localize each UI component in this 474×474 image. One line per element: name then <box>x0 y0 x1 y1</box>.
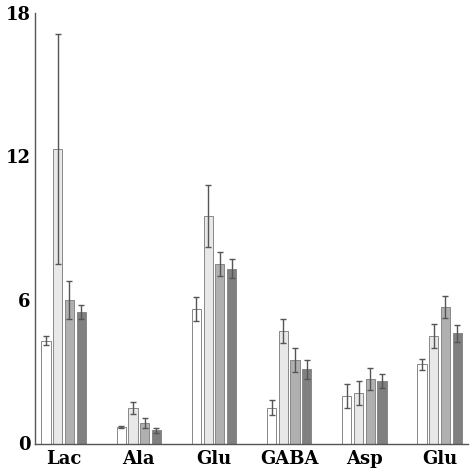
Bar <box>342 396 351 444</box>
Bar <box>140 423 149 444</box>
Bar <box>192 310 201 444</box>
Bar <box>365 379 375 444</box>
Bar <box>215 264 224 444</box>
Bar <box>41 340 51 444</box>
Bar <box>227 269 236 444</box>
Bar <box>441 307 450 444</box>
Bar <box>117 427 126 444</box>
Bar <box>152 430 161 444</box>
Bar <box>267 408 276 444</box>
Bar <box>76 312 86 444</box>
Bar <box>128 408 137 444</box>
Bar <box>53 149 62 444</box>
Bar <box>302 369 311 444</box>
Bar <box>291 360 300 444</box>
Bar <box>65 300 74 444</box>
Bar <box>453 333 462 444</box>
Bar <box>279 331 288 444</box>
Bar <box>377 381 386 444</box>
Bar <box>418 365 427 444</box>
Bar <box>203 216 213 444</box>
Bar <box>429 336 438 444</box>
Bar <box>354 393 363 444</box>
